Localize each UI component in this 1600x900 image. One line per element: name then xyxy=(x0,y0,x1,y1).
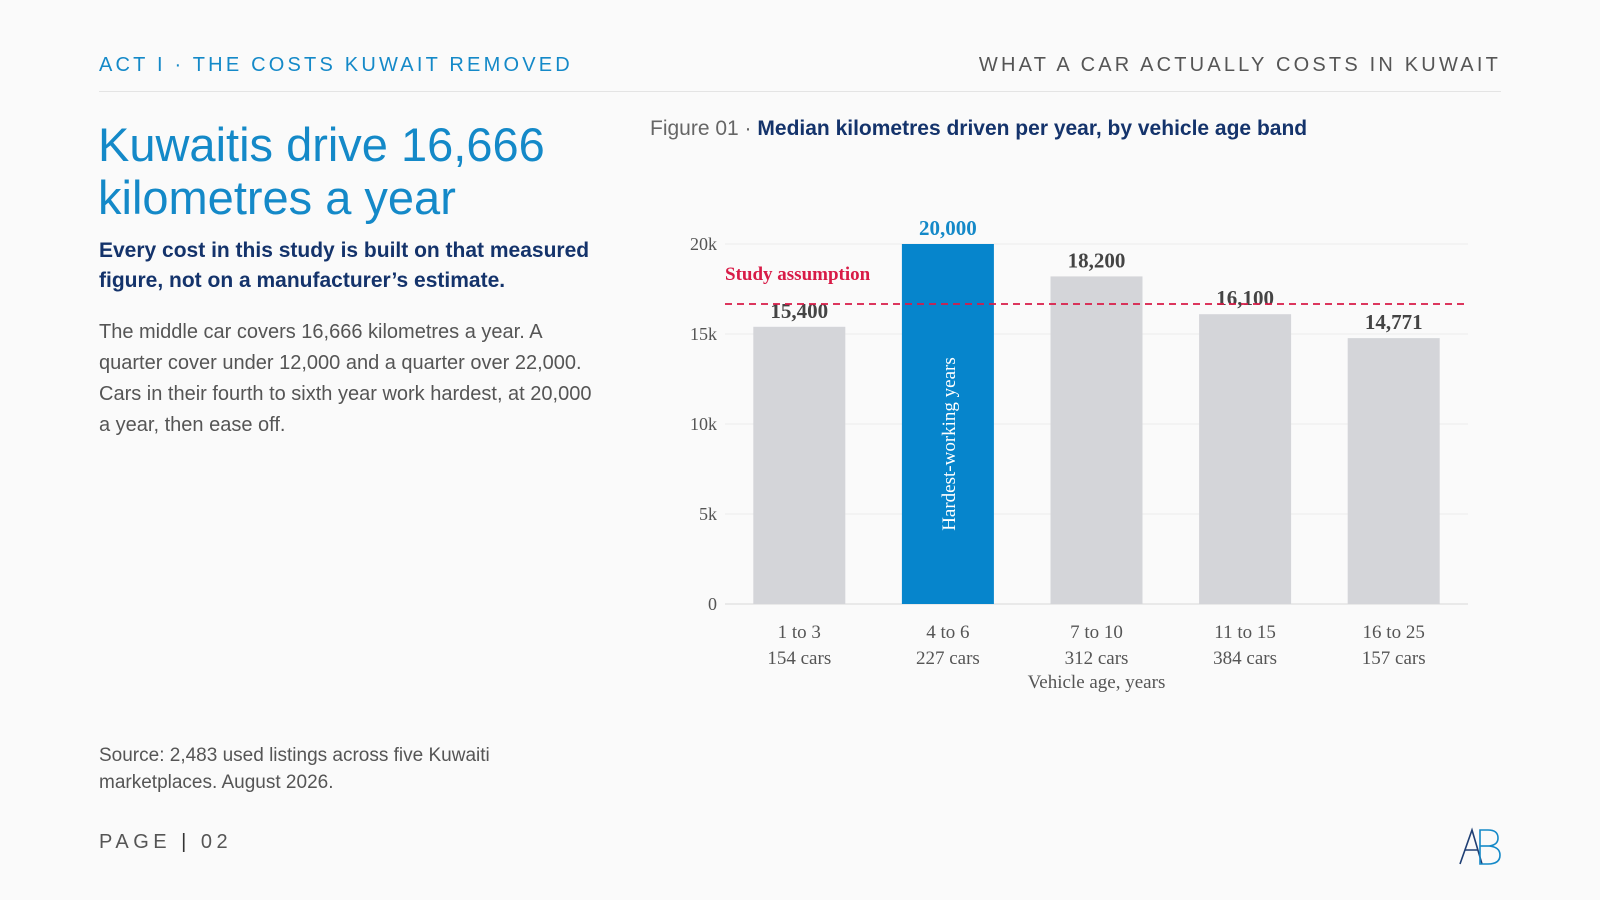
bar-value-label: 15,400 xyxy=(770,299,828,323)
x-tick-sublabel: 384 cars xyxy=(1213,648,1277,669)
bar-1 xyxy=(753,326,846,604)
headline: Kuwaitis drive 16,666 kilometres a year xyxy=(98,118,545,224)
bars xyxy=(753,244,1440,604)
header-divider xyxy=(99,91,1501,92)
subheadline: Every cost in this study is built on tha… xyxy=(99,239,590,292)
bar-value-label: 14,771 xyxy=(1365,310,1423,334)
source-note: Source: 2,483 used listings across five … xyxy=(99,745,490,793)
body-paragraph: The middle car covers 16,666 kilometres … xyxy=(99,321,592,436)
y-tick-label: 0 xyxy=(708,594,717,614)
x-tick-sublabel: 154 cars xyxy=(767,648,831,669)
y-tick-label: 10k xyxy=(690,414,717,434)
reference-line-label: Study assumption xyxy=(725,264,871,285)
x-tick-label: 4 to 6 xyxy=(926,622,969,643)
highlight-annotation: Hardest-working years xyxy=(939,357,960,531)
reference-line-group: Study assumption xyxy=(725,264,1468,305)
section-header: ACT I · THE COSTS KUWAIT REMOVED xyxy=(99,54,573,76)
brand-logo-icon xyxy=(1459,827,1501,865)
bar-value-label: 18,200 xyxy=(1068,248,1126,272)
x-tick-sublabel: 312 cars xyxy=(1065,648,1129,669)
page-label: PAGE xyxy=(99,831,172,853)
page-indicator: PAGE | 02 xyxy=(99,831,232,854)
labels: 0 5k 10k 15k 20k 15,400 1 to 3 154 cars 20,000 4 … xyxy=(690,216,1426,693)
y-tick-label: 5k xyxy=(699,504,717,524)
x-tick-sublabel: 157 cars xyxy=(1362,648,1426,669)
bar-value-label: 20,000 xyxy=(919,216,977,240)
figure-number: Figure 01 · xyxy=(650,117,752,140)
x-tick-label: 1 to 3 xyxy=(778,622,821,643)
page-separator: | xyxy=(181,831,191,853)
figure-title: Figure 01 · Median kilometres driven per… xyxy=(650,117,1307,141)
y-tick-label: 20k xyxy=(690,234,717,254)
x-tick-sublabel: 227 cars xyxy=(916,648,980,669)
bar-3 xyxy=(1050,276,1143,604)
bar-5 xyxy=(1347,338,1440,604)
x-tick-label: 16 to 25 xyxy=(1363,622,1425,643)
figure-title-text: Median kilometres driven per year, by ve… xyxy=(757,117,1308,140)
x-axis-title: Vehicle age, years xyxy=(1028,672,1166,693)
report-title: WHAT A CAR ACTUALLY COSTS IN KUWAIT xyxy=(978,54,1501,76)
bar-4 xyxy=(1199,314,1292,604)
bar-value-label: 16,100 xyxy=(1216,286,1274,310)
x-tick-label: 7 to 10 xyxy=(1070,622,1123,643)
y-tick-label: 15k xyxy=(690,324,717,344)
x-tick-label: 11 to 15 xyxy=(1214,622,1276,643)
page-number: 02 xyxy=(200,831,233,853)
